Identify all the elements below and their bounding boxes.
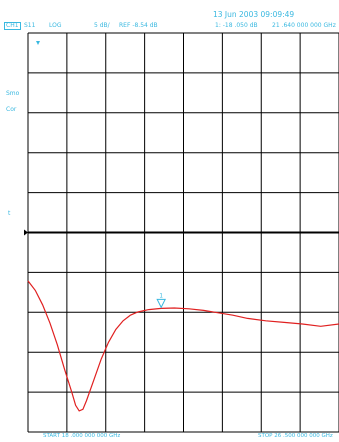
channel-indicator: CH1 <box>4 22 21 30</box>
stop-frequency-label: STOP 26 .500 000 000 GHz <box>258 433 333 439</box>
trace-line <box>27 280 339 412</box>
marker-value-readout: 1: -18 .050 dB <box>215 22 258 29</box>
start-frequency-label: START 18 .000 000 000 GHz <box>43 433 121 439</box>
timestamp: 13 Jun 2003 09:09:49 <box>213 10 295 19</box>
correction-indicator: Cor <box>6 106 17 113</box>
format-label: LOG <box>49 22 62 29</box>
trace-indicator: t <box>8 210 11 217</box>
marker-1-icon <box>156 298 166 309</box>
reference-arrow-icon <box>24 229 28 236</box>
marker-frequency-readout: 21 .640 000 000 GHz <box>272 22 336 29</box>
marker-layer: 1 <box>156 292 166 309</box>
scale-label: 5 dB/ <box>94 22 110 29</box>
grid <box>27 32 339 433</box>
start-marker-icon <box>36 41 40 45</box>
trace-layer <box>27 280 339 412</box>
parameter-label: S11 <box>24 22 36 29</box>
smoothing-indicator: Smo <box>6 90 20 97</box>
reference-label: REF -8.54 dB <box>119 22 158 29</box>
reference-level-marker <box>24 41 40 236</box>
marker-1-label: 1 <box>159 292 163 299</box>
